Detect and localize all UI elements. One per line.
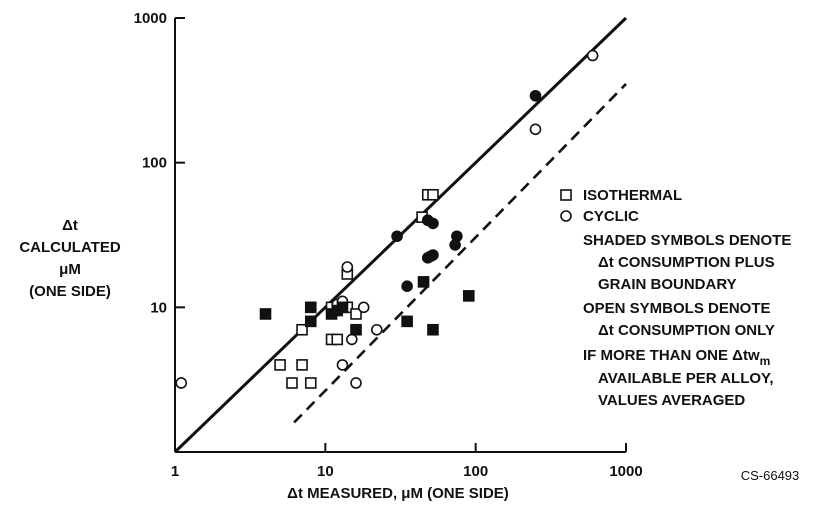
open-circle-point [371, 323, 383, 336]
filled-square-point [427, 323, 439, 336]
filled-circle-point [451, 230, 463, 243]
y-axis-label-line-4: (ONE SIDE) [29, 283, 111, 300]
legend-shaded-line-1: SHADED SYMBOLS DENOTE [583, 232, 791, 249]
y-tick-label: 100 [142, 155, 167, 172]
filled-square-point [259, 308, 272, 320]
filled-circle-point [529, 89, 542, 102]
open-circle-point [529, 123, 542, 136]
x-tick-label: 1 [171, 463, 179, 480]
open-circle-point [175, 377, 188, 389]
open-circle-point [357, 301, 370, 314]
filled-square-point [304, 301, 317, 314]
filled-circle-point [401, 280, 413, 292]
figure-id: CS-66493 [741, 468, 800, 483]
legend-average-line-1-text: IF MORE THAN ONE Δtw [583, 347, 760, 364]
open-circle-point [346, 333, 358, 346]
filled-square-point [350, 323, 362, 336]
x-axis-label: Δt MEASURED, μM (ONE SIDE) [287, 485, 509, 502]
legend-average-line-1-subscript: m [760, 354, 771, 368]
x-tick-label: 10 [317, 463, 334, 480]
filled-square-point [417, 276, 430, 288]
open-square-point [331, 333, 344, 346]
legend-isothermal: ISOTHERMAL [583, 187, 682, 204]
legend: ISOTHERMAL CYCLIC SHADED SYMBOLS DENOTE … [560, 187, 791, 409]
legend-average-line-1: IF MORE THAN ONE Δtwm [583, 347, 770, 368]
y-tick-label: 10 [150, 299, 167, 316]
filled-square-point [401, 315, 413, 328]
open-square-point [296, 359, 308, 371]
open-square-point [427, 188, 439, 201]
filled-square-point [462, 290, 475, 302]
dashed-fit-line [293, 83, 627, 424]
open-square-point [286, 377, 298, 389]
y-axis-label-line-1: Δt [62, 217, 78, 234]
open-square-point [274, 359, 286, 371]
plot-area: 1 10 100 1000 10 100 1000 [134, 10, 643, 480]
legend-shaded-line-2: Δt CONSUMPTION PLUS [598, 254, 775, 271]
y-tick-label: 1000 [134, 10, 167, 27]
y-axis-label-line-3: μM [59, 261, 81, 278]
filled-square-point [336, 301, 349, 314]
open-square-point [304, 377, 317, 389]
open-circle-point [341, 261, 354, 273]
legend-average-line-2: AVAILABLE PER ALLOY, [598, 370, 774, 387]
legend-cyclic-circle-icon [560, 210, 572, 222]
open-circle-point [350, 377, 362, 389]
x-tick-label: 100 [463, 463, 488, 480]
legend-shaded-line-3: GRAIN BOUNDARY [598, 276, 737, 293]
filled-circle-point [427, 217, 439, 230]
legend-cyclic: CYCLIC [583, 208, 639, 225]
y-axis-label-line-2: CALCULATED [19, 239, 121, 256]
legend-open-line-2: Δt CONSUMPTION ONLY [598, 322, 775, 339]
open-circle-point [336, 359, 349, 371]
filled-circle-point [391, 230, 403, 243]
open-circle-point [586, 49, 599, 62]
filled-circle-point [427, 249, 439, 261]
x-tick-label: 1000 [609, 463, 642, 480]
open-square-point [296, 323, 308, 336]
legend-open-line-1: OPEN SYMBOLS DENOTE [583, 300, 771, 317]
legend-average-line-3: VALUES AVERAGED [598, 392, 745, 409]
open-square-point [350, 308, 362, 320]
legend-isothermal-square-icon [560, 189, 572, 201]
filled-square-point [304, 315, 317, 328]
